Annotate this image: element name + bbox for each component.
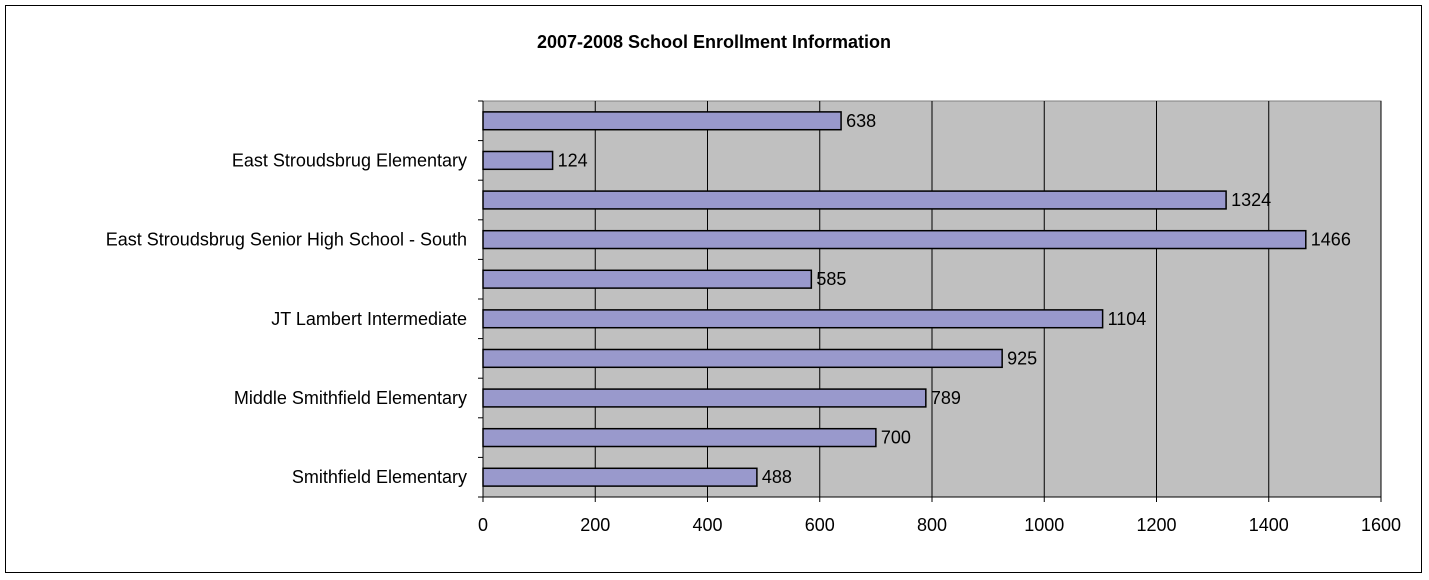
- data-label: 1324: [1231, 190, 1271, 210]
- x-tick-label: 1000: [1024, 515, 1064, 535]
- data-label: 638: [846, 111, 876, 131]
- data-label: 700: [881, 428, 911, 448]
- category-label: JT Lambert Intermediate: [271, 309, 467, 329]
- data-label: 1104: [1108, 309, 1147, 329]
- bar: [482, 348, 1003, 369]
- bar: [482, 190, 1227, 210]
- x-tick-label: 400: [692, 515, 722, 535]
- bar: [482, 150, 554, 171]
- bar: [482, 269, 813, 289]
- category-label: Smithfield Elementary: [292, 467, 467, 487]
- data-label: 789: [931, 388, 961, 408]
- bar: [482, 388, 927, 408]
- x-tick-label: 600: [805, 515, 835, 535]
- chart-title: 2007-2008 School Enrollment Information: [537, 32, 891, 52]
- data-label: 1466: [1311, 230, 1351, 250]
- bar: [482, 229, 1307, 250]
- plot-area: 0 200 400 600 800 1000 1200 1400 1600 488 Smithfie…: [106, 100, 1401, 535]
- data-label: 124: [558, 150, 588, 170]
- bar: [482, 427, 877, 448]
- bar: [482, 467, 758, 487]
- x-tick-label: 800: [917, 515, 947, 535]
- category-label: East Stroudsbrug Elementary: [232, 150, 467, 170]
- x-tick-label: 1400: [1249, 515, 1289, 535]
- bar: [482, 111, 842, 131]
- data-label: 585: [816, 269, 846, 289]
- data-label: 925: [1007, 348, 1037, 368]
- x-tick-label: 1200: [1136, 515, 1176, 535]
- category-label: East Stroudsbrug Senior High School - So…: [106, 230, 467, 250]
- x-tick-label: 0: [478, 515, 488, 535]
- data-label: 488: [762, 467, 792, 487]
- category-label: Middle Smithfield Elementary: [234, 388, 467, 408]
- bar: [482, 309, 1104, 329]
- x-tick-label: 1600: [1361, 515, 1401, 535]
- x-tick-label: 200: [580, 515, 610, 535]
